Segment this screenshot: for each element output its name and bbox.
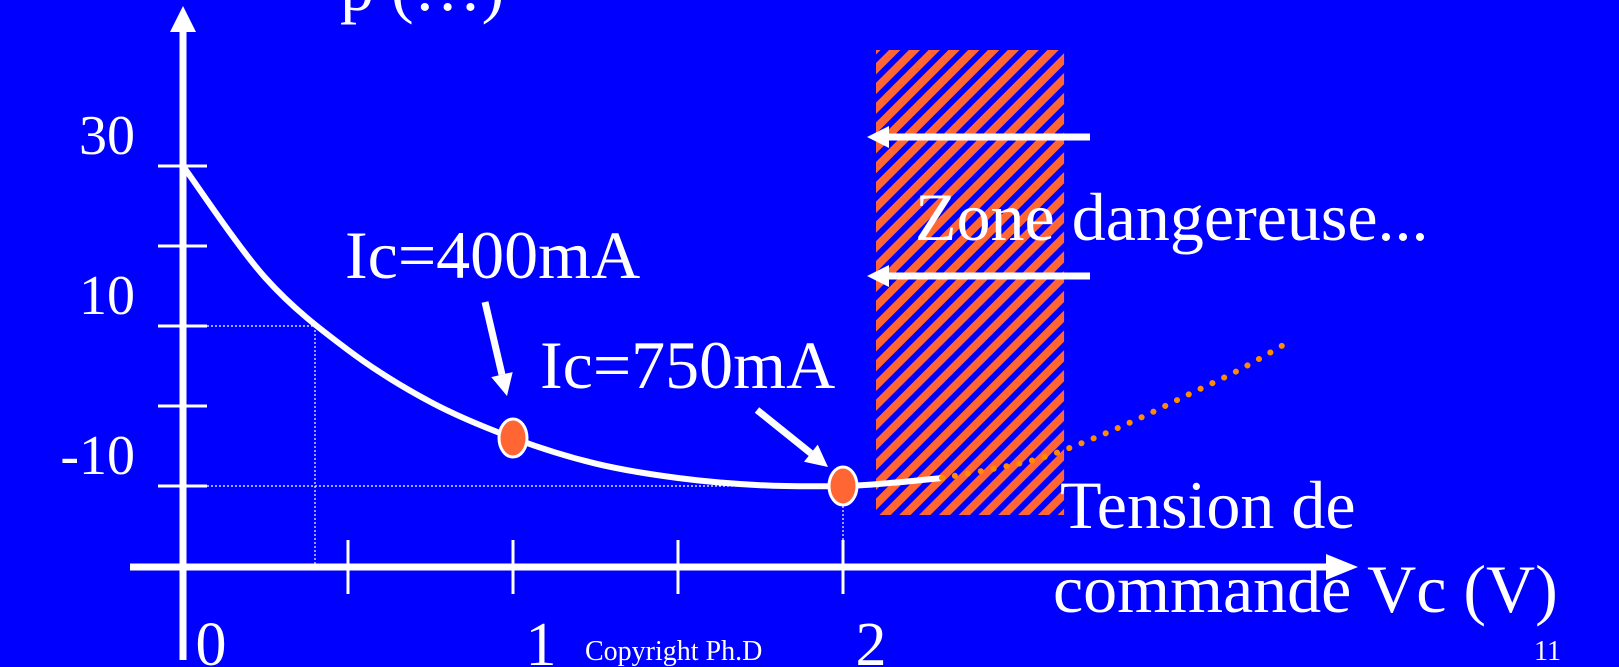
operating-point-marker: [827, 465, 859, 507]
slide-number: 11: [1534, 636, 1561, 667]
annotation-arrows: [481, 126, 1090, 467]
points-group: Ic=400mA Ic=750mA: [345, 217, 859, 507]
x-axis-arrowhead: [1326, 554, 1358, 580]
series-line-dotted: [939, 339, 1292, 481]
y-tick-label: -10: [60, 425, 135, 487]
x-axis-label-line-2: commande Vc (V): [1053, 551, 1558, 627]
title-fragment: p (…): [340, 0, 504, 25]
x-tick-label: 2: [856, 611, 887, 667]
arrow-zone-top-head: [867, 126, 889, 148]
y-tick-label: 10: [79, 265, 135, 327]
operating-point-label: Ic=400mA: [345, 217, 640, 293]
operating-point-marker: [497, 417, 529, 459]
arrow-zone-bottom-head: [867, 265, 889, 287]
danger-zone-label: Zone dangereuse...: [915, 179, 1429, 255]
operating-point-label: Ic=750mA: [540, 327, 835, 403]
danger-zone: [876, 50, 1065, 515]
x-tick-labels: 0 1 2: [196, 611, 887, 667]
x-axis-label-line-1: Tension de: [1060, 467, 1356, 543]
copyright-text: Copyright Ph.D: [585, 636, 762, 667]
y-tick-marks: [158, 164, 207, 488]
arrow-to-400mA-head: [491, 372, 513, 396]
arrow-to-750mA: [754, 407, 814, 456]
y-tick-labels: 30 10 -10: [60, 105, 135, 487]
arrow-to-750mA-head: [803, 444, 828, 467]
y-axis-arrowhead: [170, 6, 196, 32]
arrow-to-400mA: [481, 301, 506, 376]
x-tick-label: 1: [526, 611, 557, 667]
y-tick-label: 30: [79, 105, 135, 167]
x-tick-label: 0: [196, 611, 227, 667]
